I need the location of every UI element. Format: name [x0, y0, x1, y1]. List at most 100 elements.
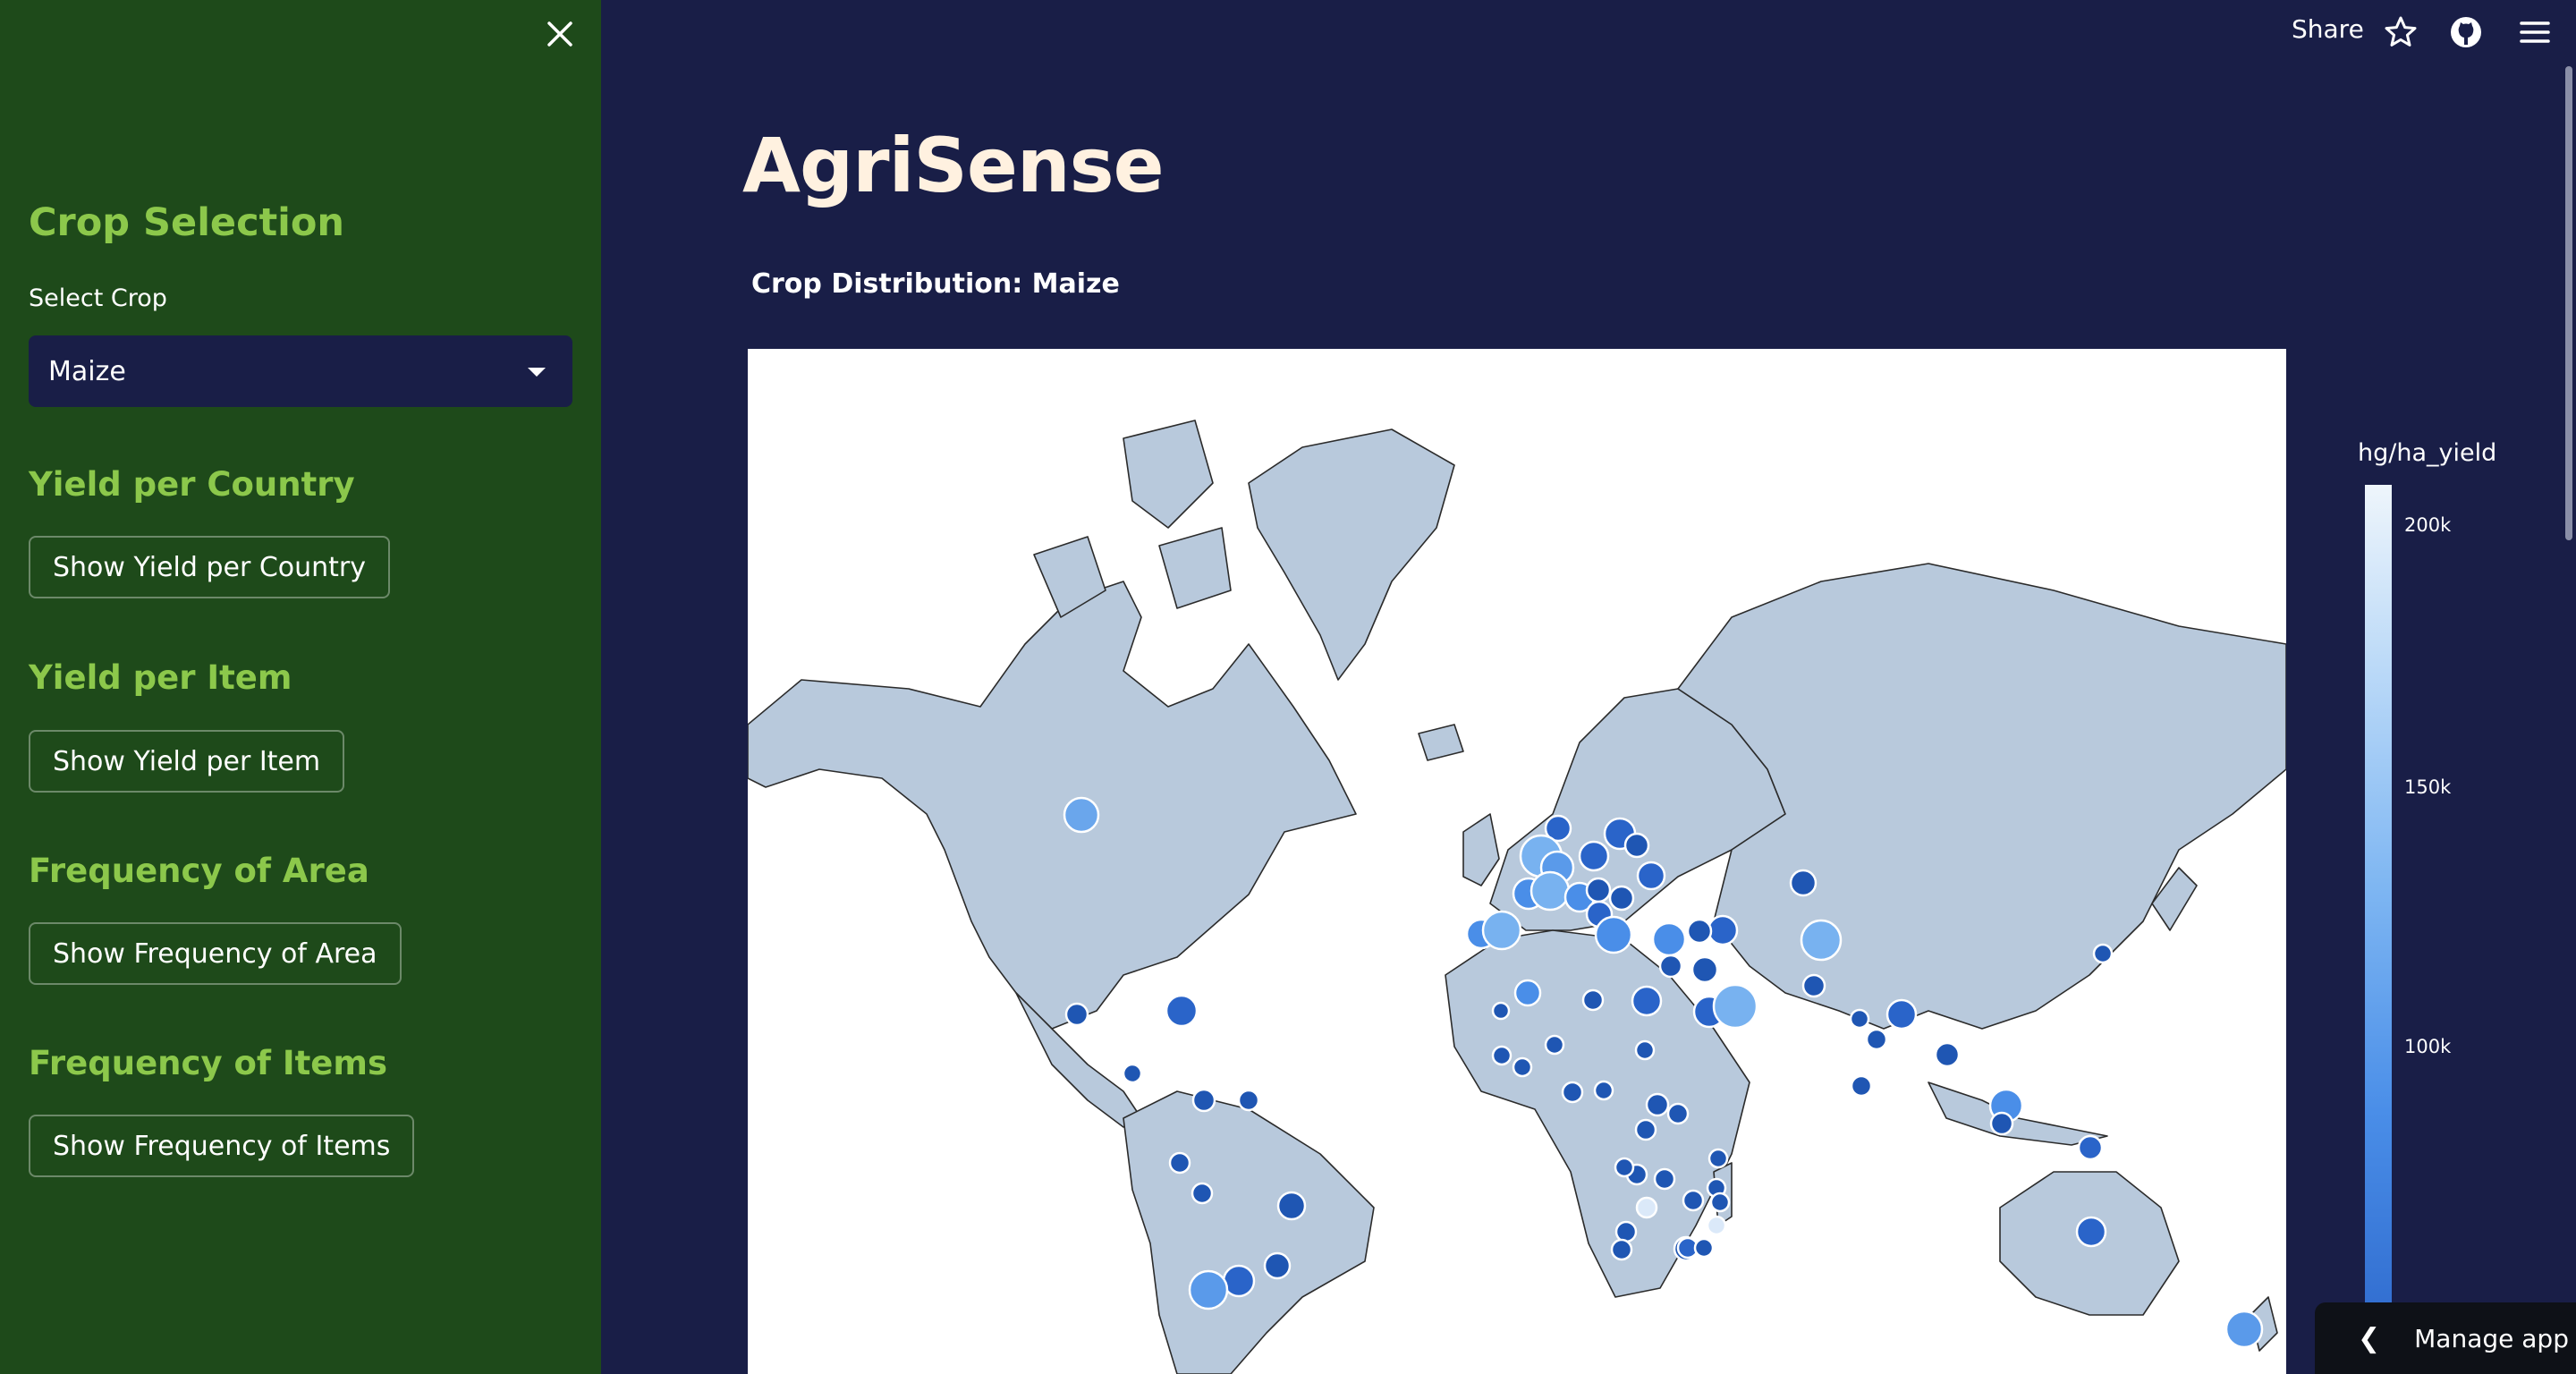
scrollbar[interactable]	[2565, 66, 2572, 540]
map-marker	[1481, 910, 1522, 951]
section-heading-yield-per-country: Yield per Country	[29, 465, 355, 504]
section-heading-yield-per-item: Yield per Item	[29, 658, 292, 697]
sidebar: Crop Selection Select Crop Maize Yield p…	[0, 0, 601, 1374]
map-marker	[1063, 796, 1100, 834]
select-crop-label: Select Crop	[29, 284, 167, 312]
map-marker	[1530, 870, 1571, 912]
map-marker	[1593, 1080, 1614, 1101]
land-arctic-islands	[1033, 420, 1232, 618]
map-marker	[1789, 869, 1818, 897]
map-marker	[1709, 1192, 1731, 1213]
map-marker	[1581, 988, 1605, 1012]
colorbar-tick: 150k	[2404, 776, 2452, 798]
land-south-america	[1123, 1090, 1375, 1374]
map-marker	[1263, 1251, 1292, 1280]
map-marker	[1849, 1008, 1870, 1030]
show-frequency-of-items-button[interactable]: Show Frequency of Items	[29, 1115, 415, 1177]
map-marker	[1623, 832, 1650, 859]
map-marker	[2075, 1216, 2107, 1248]
land-japan	[2151, 867, 2198, 931]
map-marker	[1693, 1237, 1715, 1259]
chevron-down-icon	[528, 368, 546, 377]
map-marker	[1614, 1157, 1635, 1178]
map-marker	[1707, 1148, 1729, 1169]
manage-app-button[interactable]: ❮ Manage app	[2315, 1302, 2576, 1374]
land-greenland	[1248, 428, 1455, 681]
star-icon[interactable]	[2383, 14, 2419, 50]
close-icon[interactable]	[540, 14, 580, 54]
map-subtitle: Crop Distribution: Maize	[751, 268, 1120, 300]
page-title: AgriSense	[742, 122, 1165, 209]
map-marker	[1865, 1028, 1888, 1051]
marker-layer	[1063, 796, 2264, 1349]
manage-app-label: Manage app	[2414, 1323, 2569, 1353]
show-frequency-of-area-button[interactable]: Show Frequency of Area	[29, 922, 402, 985]
map-marker	[1636, 861, 1666, 891]
map-marker	[1635, 1196, 1658, 1219]
map-marker	[1706, 1215, 1727, 1236]
map-marker	[1491, 1001, 1511, 1021]
map-marker	[1634, 1039, 1656, 1061]
land-asia	[1677, 563, 2286, 1030]
map-marker	[1585, 877, 1612, 903]
map-marker	[1122, 1063, 1143, 1084]
map-marker	[1645, 1092, 1670, 1117]
land-uk	[1462, 813, 1500, 886]
land-north-america	[748, 581, 1357, 1030]
map-marker	[1544, 1034, 1565, 1056]
map-marker	[1651, 921, 1687, 957]
colorbar-tick: 200k	[2404, 514, 2452, 536]
map-marker	[2092, 943, 2114, 964]
share-button[interactable]: Share	[2292, 14, 2364, 44]
map-marker	[1989, 1111, 2014, 1136]
map-marker	[1544, 814, 1572, 843]
map-marker	[1634, 1118, 1657, 1141]
map-marker	[1800, 919, 1843, 962]
map-marker	[2224, 1310, 2264, 1349]
map-marker	[1682, 1189, 1705, 1212]
map-marker	[1850, 1074, 1873, 1098]
map-marker	[1594, 915, 1633, 954]
map-marker	[1608, 885, 1635, 912]
chevron-left-icon: ❮	[2358, 1322, 2381, 1354]
map-marker	[1707, 914, 1739, 946]
map-marker	[1653, 1167, 1676, 1191]
map-marker	[1934, 1041, 1961, 1068]
map-marker	[1188, 1269, 1229, 1310]
map-marker	[1513, 979, 1542, 1007]
map-marker	[1578, 840, 1610, 872]
map-marker	[1690, 955, 1719, 984]
map-marker	[1610, 1238, 1633, 1261]
map-marker	[1491, 1045, 1513, 1066]
map-marker	[1885, 998, 1918, 1030]
map-marker	[1666, 1102, 1690, 1125]
crop-select-value: Maize	[48, 355, 126, 387]
map-marker	[2077, 1134, 2104, 1161]
map-svg	[748, 420, 2286, 1374]
map-marker	[1168, 1151, 1191, 1175]
colorbar-tick: 100k	[2404, 1036, 2452, 1057]
github-icon[interactable]	[2448, 14, 2484, 50]
map-marker	[1276, 1191, 1307, 1221]
world-map[interactable]	[748, 349, 2286, 1374]
show-yield-per-country-button[interactable]: Show Yield per Country	[29, 536, 390, 598]
colorbar-title: hg/ha_yield	[2358, 439, 2497, 467]
map-marker	[1512, 1056, 1533, 1078]
section-heading-frequency-of-area: Frequency of Area	[29, 852, 369, 890]
map-marker	[1686, 918, 1713, 945]
map-marker	[1237, 1089, 1260, 1112]
show-yield-per-item-button[interactable]: Show Yield per Item	[29, 730, 345, 793]
map-marker	[1712, 983, 1758, 1030]
sidebar-heading: Crop Selection	[29, 200, 345, 245]
land-iceland	[1418, 724, 1464, 761]
map-marker	[1631, 985, 1663, 1017]
map-marker	[1165, 994, 1199, 1028]
map-marker	[1614, 1220, 1638, 1243]
map-marker	[1191, 1088, 1216, 1113]
map-marker	[1064, 1002, 1089, 1027]
map-marker	[1561, 1081, 1584, 1104]
menu-icon[interactable]	[2517, 14, 2553, 50]
crop-select[interactable]: Maize	[29, 335, 572, 407]
map-marker	[1801, 973, 1826, 998]
section-heading-frequency-of-items: Frequency of Items	[29, 1044, 387, 1082]
